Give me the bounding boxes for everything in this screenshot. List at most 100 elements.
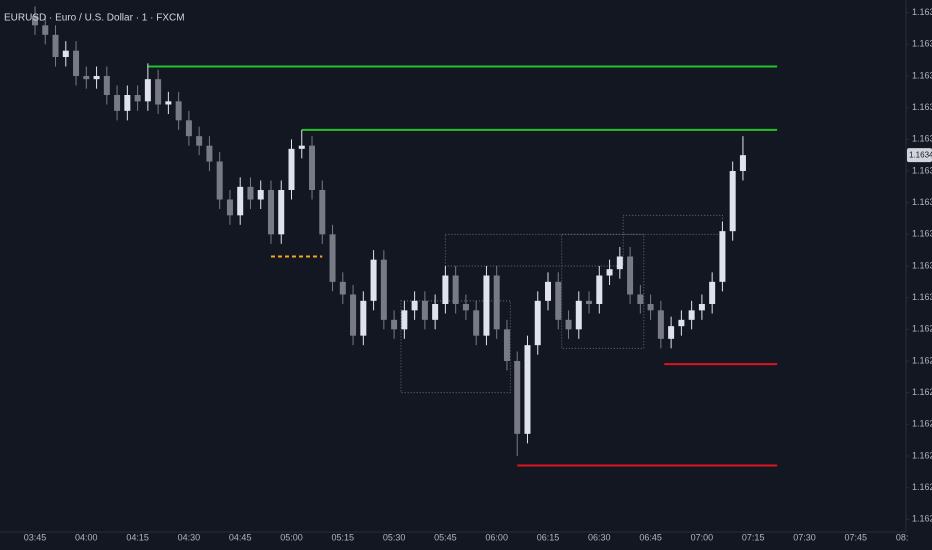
candle-body [637,294,644,304]
x-tick-label: 05:00 [280,532,303,542]
y-tick-label: 1.16280 [912,355,932,365]
candle-body [267,190,274,235]
candle-body [114,95,121,111]
candle-body [586,300,593,304]
candle-body [216,161,223,200]
y-tick-label: 1.16380 [912,39,932,49]
candle-body [257,190,264,200]
x-tick-label: 07:30 [793,532,816,542]
x-tick-label: 05:45 [434,532,457,542]
candle-body [298,145,305,149]
candle-body [534,300,541,346]
y-tick-label: 1.16340 [912,165,932,175]
candle-body [411,300,418,311]
y-tick-label: 1.16390 [912,7,932,17]
y-tick-label: 1.16290 [912,324,932,334]
candle-body [462,304,469,311]
candle-body [196,136,203,146]
candle-body [596,275,603,304]
candle-body [62,50,69,57]
candle-body [52,34,59,57]
candle-body [698,304,705,311]
candle-body [606,269,613,276]
x-tick-label: 06:15 [537,532,560,542]
candle-body [421,300,428,320]
candle-body [555,281,562,320]
x-tick-label: 04:00 [75,532,98,542]
candle-body [185,120,192,137]
candle-body [83,76,90,80]
y-tick-label: 1.16240 [912,482,932,492]
candle-body [452,275,459,304]
x-tick-label: 05:30 [383,532,406,542]
y-tick-label: 1.16360 [912,102,932,112]
candle-body [493,275,500,330]
candle-body [155,79,162,105]
candle-body [391,319,398,330]
last-price-tag [907,148,932,163]
y-tick-label: 1.16310 [912,260,932,270]
y-tick-label: 1.16250 [912,450,932,460]
x-tick-label: 06:45 [639,532,662,542]
candle-body [165,101,172,105]
candle-body [32,15,38,26]
zone [561,233,645,349]
candle-body [339,281,346,295]
candle-body [483,275,490,336]
x-tick-label: 07:45 [845,532,868,542]
x-tick-label: 08:00 [896,532,919,542]
candle-body [278,190,285,235]
candle-body [647,304,654,311]
y-tick-label: 1.16350 [912,134,932,144]
candle-body [134,95,141,102]
candle-body [678,319,685,327]
candle-body [93,76,100,80]
y-axis: 1.16390 1.16380 1.16370 1.16360 1.16350 1.163… [906,7,932,524]
y-tick-label: 1.16260 [912,419,932,429]
y-tick-label: 1.16230 [912,514,932,524]
last-price-label: 1.16345 [909,150,932,159]
candle-body [657,310,664,339]
candle-body [206,145,213,162]
candle-body [237,186,244,216]
candle-body [565,319,572,330]
candle-body [144,79,151,102]
candle-body [668,326,675,339]
x-tick-label: 07:15 [742,532,765,542]
x-tick-label: 06:30 [588,532,611,542]
x-tick-label: 04:45 [229,532,252,542]
candle-body [729,171,736,232]
x-tick-label: 05:15 [332,532,355,542]
candle-body [370,259,377,301]
candle-body [42,25,49,35]
candle-body [524,345,531,434]
candle-body [288,148,295,190]
x-axis: 03:45 04:00 04:15 04:30 04:45 05:00 05:15 05:30… [24,532,919,542]
candle-body [175,101,182,121]
y-tick-label: 1.16330 [912,197,932,207]
candle-body [473,310,480,336]
x-tick-label: 03:45 [24,532,47,542]
y-tick-label: 1.16370 [912,70,932,80]
candle-body [739,155,746,171]
candle-body [616,256,623,270]
x-tick-label: 04:30 [178,532,201,542]
candle-body [329,234,336,282]
candle-body [247,186,254,200]
candle-body [319,190,326,235]
x-tick-label: 06:00 [485,532,508,542]
x-tick-label: 07:00 [691,532,714,542]
candle-body [380,259,387,320]
candle-body [545,281,551,301]
candle-body [575,300,582,330]
candle-body [309,145,316,190]
y-tick-label: 1.16300 [912,292,932,302]
candle-body [719,231,726,282]
candle-body [503,329,510,361]
candle-body [73,50,80,76]
candle-body [709,281,716,304]
chart-title: EURUSD · Euro / U.S. Dollar · 1 · FXCM [4,13,185,24]
